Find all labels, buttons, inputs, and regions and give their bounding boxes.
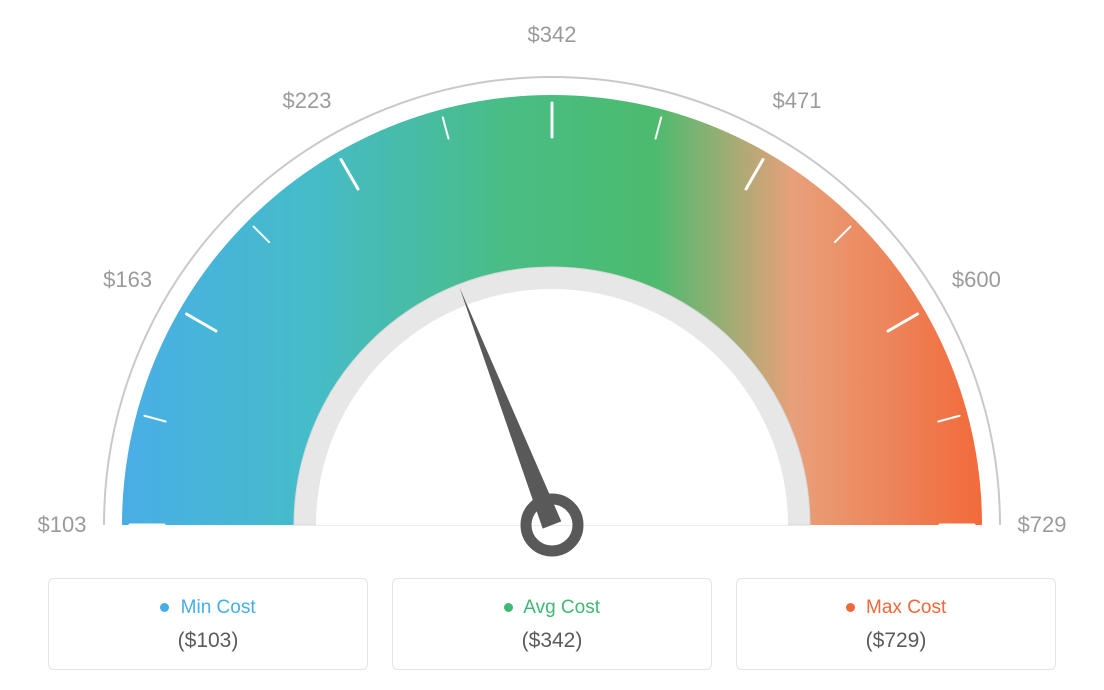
gauge-tick-label: $600 xyxy=(952,267,1001,293)
gauge-tick-label: $103 xyxy=(38,512,87,538)
gauge-tick-label: $163 xyxy=(103,267,152,293)
max-dot-icon xyxy=(846,603,855,612)
gauge-svg xyxy=(0,0,1104,570)
avg-cost-label: Avg Cost xyxy=(523,597,600,618)
min-cost-value: ($103) xyxy=(49,629,367,653)
gauge-tick-label: $729 xyxy=(1018,512,1067,538)
min-cost-title: Min Cost xyxy=(49,597,367,619)
gauge-tick-label: $342 xyxy=(528,22,577,48)
avg-cost-title: Avg Cost xyxy=(393,597,711,619)
avg-cost-value: ($342) xyxy=(393,629,711,653)
gauge-tick-label: $223 xyxy=(283,88,332,114)
summary-cards: Min Cost ($103) Avg Cost ($342) Max Cost… xyxy=(0,578,1104,670)
min-dot-icon xyxy=(160,603,169,612)
gauge-cost-chart: $103 $163 $223 $342 $471 $600 $729 Min Cost ($… xyxy=(0,0,1104,690)
avg-dot-icon xyxy=(504,603,513,612)
gauge-tick-label: $471 xyxy=(773,88,822,114)
min-cost-card: Min Cost ($103) xyxy=(48,578,368,670)
avg-cost-card: Avg Cost ($342) xyxy=(392,578,712,670)
gauge-area: $103 $163 $223 $342 $471 $600 $729 xyxy=(0,0,1104,570)
min-cost-label: Min Cost xyxy=(181,597,256,618)
max-cost-title: Max Cost xyxy=(737,597,1055,619)
max-cost-label: Max Cost xyxy=(866,597,946,618)
max-cost-value: ($729) xyxy=(737,629,1055,653)
max-cost-card: Max Cost ($729) xyxy=(736,578,1056,670)
